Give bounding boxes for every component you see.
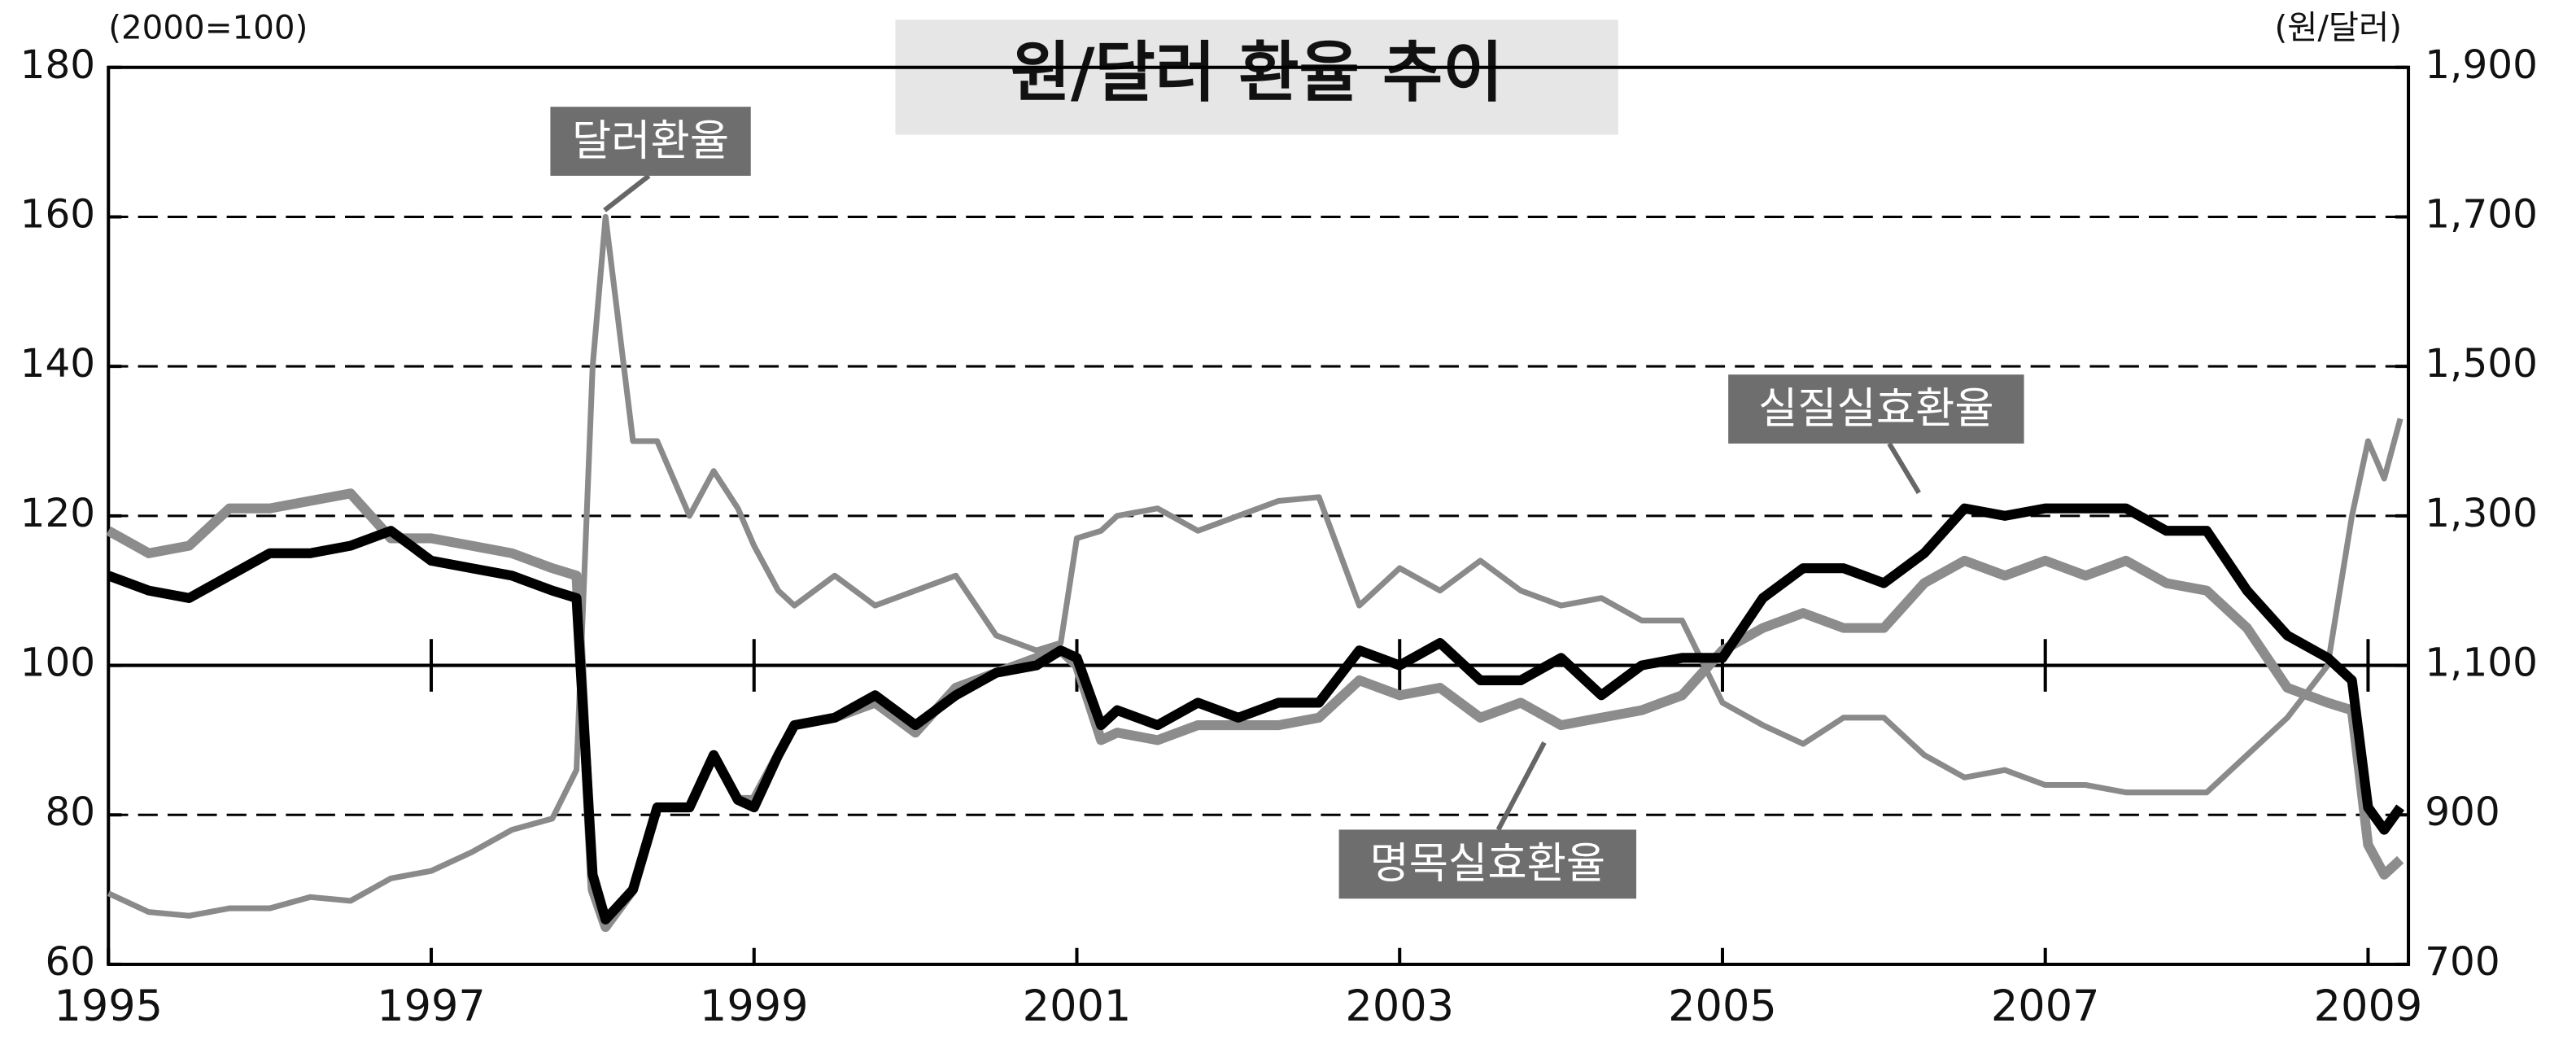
series-line bbox=[107, 213, 2404, 919]
y-tick-label: 100 bbox=[20, 640, 95, 686]
x-tick-label: 2005 bbox=[1668, 981, 1777, 1031]
legend-box bbox=[1728, 374, 2024, 444]
y2-tick-label: 1,900 bbox=[2425, 42, 2538, 88]
legend-label: 실질실효환율 bbox=[1758, 383, 1994, 433]
legend-box bbox=[550, 107, 751, 176]
y-tick-label: 60 bbox=[45, 939, 95, 985]
y2-tick-label: 1,700 bbox=[2425, 191, 2538, 237]
y-tick-label: 140 bbox=[20, 341, 95, 387]
legend-label: 명목실효환율 bbox=[1369, 838, 1605, 888]
callout-pointer bbox=[1887, 442, 1921, 495]
legend-label: 달러환율 bbox=[572, 116, 729, 165]
y-axis-label: (2000=100) bbox=[108, 8, 308, 46]
plot-frame bbox=[107, 65, 2411, 966]
series-line bbox=[106, 488, 2404, 933]
x-tick-label: 1995 bbox=[54, 981, 163, 1031]
x-tick-label: 2009 bbox=[2314, 981, 2423, 1031]
y2-axis-label: (원/달러) bbox=[2274, 8, 2402, 46]
x-tick-label: 1999 bbox=[700, 981, 809, 1031]
chart-title: 원/달러 환율 추이 bbox=[1011, 35, 1504, 111]
y2-tick-label: 1,100 bbox=[2425, 640, 2538, 686]
y-tick-label: 160 bbox=[20, 191, 95, 237]
callout-pointer bbox=[1495, 741, 1547, 831]
y2-tick-label: 700 bbox=[2425, 939, 2500, 985]
y2-tick-label: 1,500 bbox=[2425, 341, 2538, 387]
y-tick-label: 120 bbox=[20, 491, 95, 536]
y-tick-label: 180 bbox=[20, 42, 95, 88]
y-tick-label: 80 bbox=[45, 789, 95, 835]
callout-pointer bbox=[603, 173, 651, 212]
y2-tick-label: 1,300 bbox=[2425, 491, 2538, 536]
title-box bbox=[895, 20, 1618, 135]
x-tick-label: 2001 bbox=[1023, 981, 1132, 1031]
x-tick-label: 2003 bbox=[1345, 981, 1454, 1031]
series-line bbox=[107, 503, 2405, 925]
x-tick-label: 2007 bbox=[1991, 981, 2100, 1031]
legend-box bbox=[1338, 829, 1637, 899]
x-tick-label: 1997 bbox=[377, 981, 486, 1031]
y2-tick-label: 900 bbox=[2425, 789, 2500, 835]
